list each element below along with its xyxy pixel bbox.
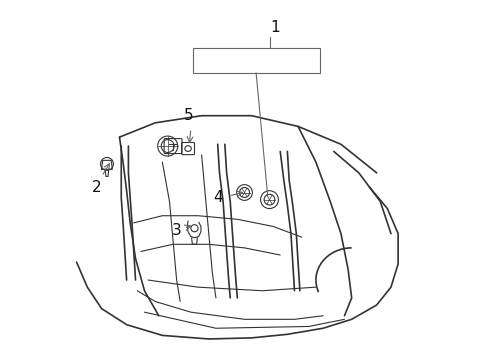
Text: 1: 1 <box>269 20 279 35</box>
Bar <box>192 48 319 73</box>
Text: 3: 3 <box>171 222 181 238</box>
Text: 2: 2 <box>91 180 101 195</box>
Text: 5: 5 <box>184 108 194 123</box>
Text: 4: 4 <box>212 190 222 205</box>
